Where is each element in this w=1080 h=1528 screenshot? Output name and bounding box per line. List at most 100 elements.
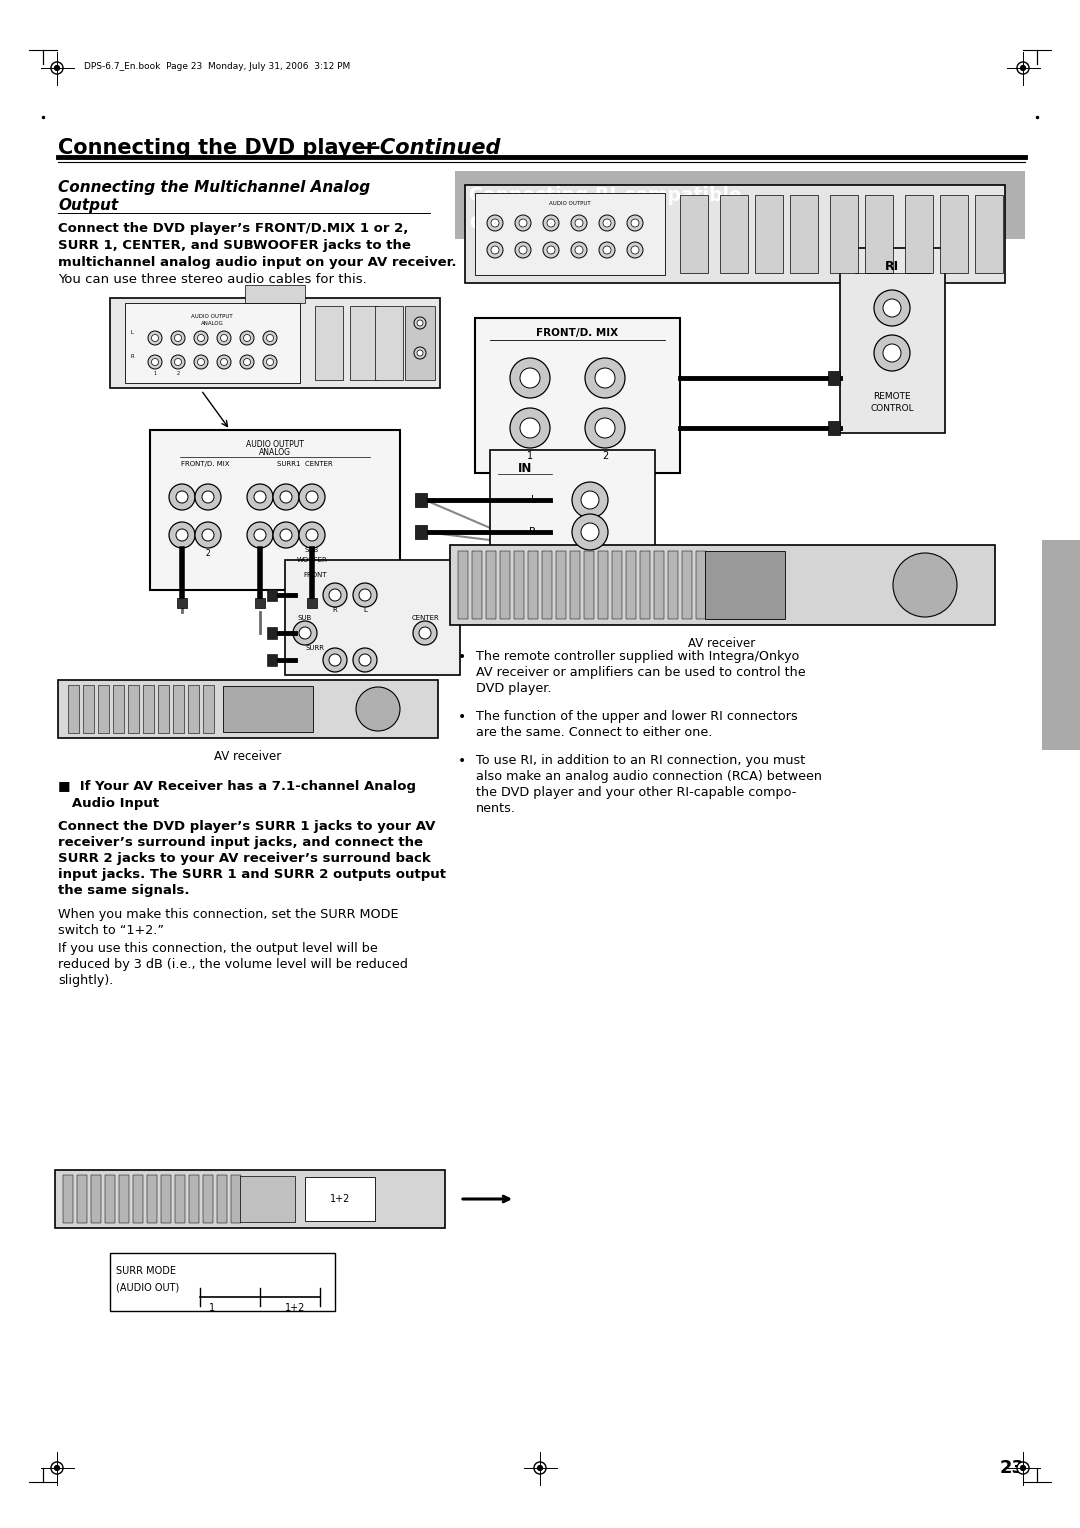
Circle shape — [323, 648, 347, 672]
Text: RI: RI — [885, 260, 899, 272]
Bar — [415, 526, 427, 539]
Bar — [584, 552, 594, 619]
Bar — [472, 552, 482, 619]
Text: FRONT/D. MIX: FRONT/D. MIX — [536, 329, 618, 338]
Bar — [147, 1175, 157, 1222]
Bar — [285, 559, 460, 675]
Circle shape — [264, 354, 276, 368]
Circle shape — [510, 358, 550, 397]
Circle shape — [1017, 1462, 1029, 1475]
Circle shape — [599, 215, 615, 231]
Circle shape — [353, 648, 377, 672]
Text: 1: 1 — [179, 549, 185, 558]
Bar — [177, 597, 187, 608]
Circle shape — [581, 490, 599, 509]
Bar — [307, 597, 318, 608]
Circle shape — [254, 529, 266, 541]
Bar — [175, 1175, 185, 1222]
Bar — [58, 680, 438, 738]
Bar — [486, 552, 496, 619]
Text: REMOTE: REMOTE — [874, 391, 910, 400]
Text: also make an analog audio connection (RCA) between: also make an analog audio connection (RC… — [476, 770, 822, 782]
Bar — [598, 552, 608, 619]
Circle shape — [419, 626, 431, 639]
Circle shape — [55, 66, 59, 70]
Circle shape — [264, 332, 276, 345]
Circle shape — [603, 246, 611, 254]
Circle shape — [171, 354, 185, 368]
Circle shape — [414, 347, 426, 359]
Circle shape — [874, 290, 910, 325]
Circle shape — [52, 63, 62, 73]
Text: 1: 1 — [527, 451, 534, 461]
Circle shape — [202, 490, 214, 503]
Circle shape — [874, 335, 910, 371]
Circle shape — [293, 620, 318, 645]
Text: ■  If Your AV Receiver has a 7.1-channel Analog: ■ If Your AV Receiver has a 7.1-channel … — [58, 779, 416, 793]
Circle shape — [883, 299, 901, 316]
Circle shape — [280, 529, 292, 541]
Bar — [450, 545, 995, 625]
Text: Audio Input: Audio Input — [58, 798, 159, 810]
Bar — [528, 552, 538, 619]
Bar — [828, 371, 840, 385]
Bar — [305, 1177, 375, 1221]
Bar — [514, 552, 524, 619]
Bar — [680, 196, 708, 274]
Circle shape — [417, 350, 423, 356]
Circle shape — [356, 688, 400, 730]
Bar — [255, 597, 265, 608]
Circle shape — [575, 246, 583, 254]
Text: 1+2: 1+2 — [285, 1303, 306, 1313]
Bar — [465, 185, 1005, 283]
Circle shape — [631, 219, 639, 228]
Text: SURR 2 jacks to your AV receiver’s surround back: SURR 2 jacks to your AV receiver’s surro… — [58, 853, 431, 865]
Bar — [91, 1175, 102, 1222]
Circle shape — [534, 1462, 546, 1475]
Circle shape — [487, 215, 503, 231]
Text: If you use this connection, the output level will be: If you use this connection, the output l… — [58, 941, 378, 955]
Text: (AUDIO OUT): (AUDIO OUT) — [116, 1282, 179, 1293]
Bar — [475, 318, 680, 474]
Bar — [612, 552, 622, 619]
Circle shape — [510, 408, 550, 448]
Bar — [865, 196, 893, 274]
Circle shape — [299, 626, 311, 639]
Text: nents.: nents. — [476, 802, 516, 814]
Bar — [626, 552, 636, 619]
Circle shape — [202, 529, 214, 541]
Bar — [654, 552, 664, 619]
Bar — [267, 626, 276, 639]
Bar — [110, 1253, 335, 1311]
Bar — [119, 1175, 129, 1222]
Text: IN: IN — [517, 461, 532, 475]
Text: AV receiver or amplifiers can be used to control the: AV receiver or amplifiers can be used to… — [476, 666, 806, 678]
Circle shape — [519, 246, 527, 254]
Circle shape — [515, 215, 531, 231]
Bar — [350, 306, 378, 380]
Circle shape — [893, 553, 957, 617]
Circle shape — [359, 588, 372, 601]
Circle shape — [883, 344, 901, 362]
Text: the same signals.: the same signals. — [58, 885, 189, 897]
Circle shape — [148, 332, 162, 345]
Bar — [217, 1175, 227, 1222]
Text: AV receiver: AV receiver — [688, 637, 756, 649]
Bar — [125, 303, 300, 384]
Circle shape — [572, 481, 608, 518]
Text: slightly).: slightly). — [58, 973, 113, 987]
Circle shape — [194, 354, 208, 368]
Circle shape — [243, 359, 251, 365]
Text: Connecting the DVD player: Connecting the DVD player — [58, 138, 376, 157]
Text: AV receiver: AV receiver — [214, 750, 282, 762]
Bar — [222, 686, 313, 732]
Circle shape — [1021, 66, 1025, 70]
Text: Connecting RI-compatible: Connecting RI-compatible — [469, 185, 742, 205]
Bar — [77, 1175, 87, 1222]
Circle shape — [240, 332, 254, 345]
Text: input jacks. The SURR 1 and SURR 2 outputs output: input jacks. The SURR 1 and SURR 2 outpu… — [58, 868, 446, 882]
Text: AUDIO OUTPUT: AUDIO OUTPUT — [191, 313, 233, 318]
Bar — [696, 552, 706, 619]
Circle shape — [220, 359, 228, 365]
Bar — [203, 1175, 213, 1222]
